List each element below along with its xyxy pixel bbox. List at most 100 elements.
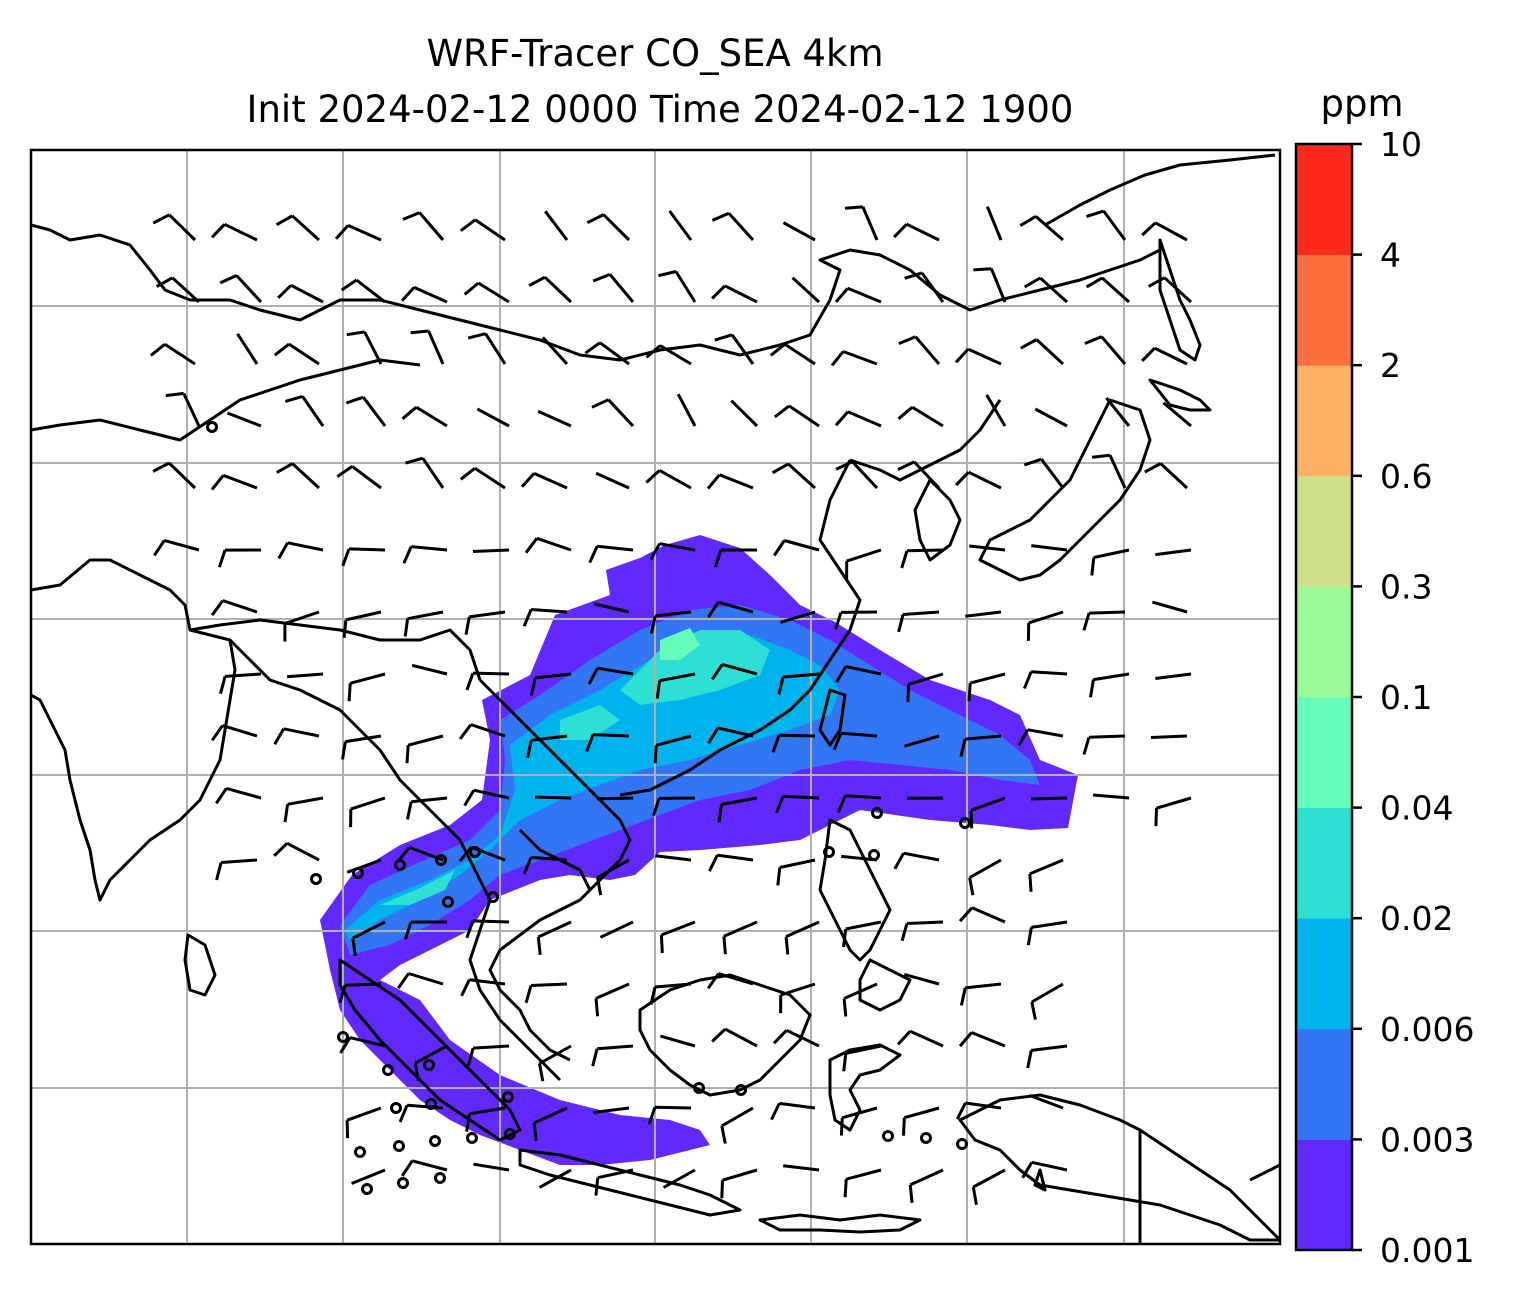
calm-marker	[442, 896, 454, 908]
wind-barb	[351, 920, 386, 957]
wind-barb	[655, 854, 692, 862]
wind-barb	[226, 411, 262, 428]
calm-marker	[882, 1130, 894, 1142]
colorbar: ppm 10 4 2 0.6 0.3 0.1 0.04 0.02 0.006 0.003 0.001	[1294, 82, 1474, 1270]
wind-barb	[401, 1159, 448, 1177]
wind-barb	[834, 610, 878, 630]
wind-barb	[463, 788, 510, 807]
wind-barb	[969, 544, 1006, 552]
wind-barb	[893, 851, 940, 870]
colorbar-bin	[1296, 1139, 1352, 1251]
wind-barb	[830, 350, 878, 367]
wind-barb	[277, 283, 324, 304]
wind-barb	[904, 271, 945, 303]
wind-barb	[1023, 457, 1065, 489]
wind-barb	[594, 1168, 634, 1196]
wind-barb	[276, 462, 321, 490]
wind-barb	[594, 982, 630, 1017]
wind-barb	[341, 734, 382, 760]
wind-barb	[465, 1106, 506, 1132]
calm-marker	[504, 1128, 516, 1140]
wind-barb	[1031, 544, 1068, 552]
wind-barb	[791, 276, 821, 304]
wind-barb	[283, 796, 324, 823]
wind-barb	[714, 333, 755, 365]
wind-barb	[1162, 401, 1192, 428]
wind-barb	[706, 972, 754, 990]
wind-barb	[334, 224, 382, 242]
wind-barb	[472, 548, 510, 553]
wind-barb	[1105, 396, 1131, 427]
wind-barb	[398, 1103, 444, 1123]
wind-barb	[403, 610, 444, 637]
wind-barb	[1019, 215, 1064, 242]
wind-barb	[837, 794, 882, 814]
wind-barb	[1023, 276, 1069, 304]
wind-barb	[649, 610, 692, 634]
colorbar-tick-label: 2	[1380, 346, 1401, 385]
wind-barb	[473, 1162, 510, 1172]
wind-barb	[730, 399, 759, 428]
wind-barb	[219, 672, 262, 695]
wind-barb	[541, 336, 569, 366]
wind-barb	[528, 275, 573, 304]
calm-marker	[393, 1140, 405, 1152]
wind-barb	[1150, 734, 1188, 739]
colorbar-bin	[1296, 144, 1352, 256]
wind-barb	[411, 663, 448, 676]
wind-barb	[783, 1164, 820, 1172]
wind-barb	[1086, 209, 1127, 241]
wind-barb	[1023, 670, 1068, 690]
wind-barb	[403, 920, 448, 940]
wind-barb	[649, 982, 692, 1005]
wind-barb	[779, 982, 816, 1014]
colorbar-tick-label: 4	[1380, 236, 1401, 275]
wind-barb	[524, 982, 568, 1004]
wind-barb	[588, 544, 634, 564]
colorbar-bin	[1296, 586, 1352, 698]
wind-barb	[460, 978, 506, 997]
wind-barb	[893, 222, 940, 242]
wind-barb	[345, 1106, 382, 1139]
wind-barb	[593, 602, 630, 614]
wind-barb	[839, 1106, 878, 1136]
wind-barb	[405, 456, 445, 489]
wind-barb	[1082, 610, 1126, 631]
calm-marker	[871, 807, 883, 819]
map-frame	[29, 148, 1282, 1246]
wind-barb	[1154, 796, 1192, 827]
wind-barb	[349, 796, 386, 828]
wind-barb	[524, 536, 572, 554]
wind-barb	[707, 726, 754, 744]
wind-barb	[842, 920, 882, 948]
wind-barb	[985, 394, 1007, 427]
wind-barb	[532, 1106, 568, 1141]
colorbar-tick-label: 0.006	[1380, 1010, 1474, 1049]
colorbar-bin	[1296, 918, 1352, 1030]
wind-barb	[967, 672, 1006, 702]
wind-barb	[676, 393, 697, 427]
wind-barb	[777, 672, 820, 695]
wind-barb	[593, 1106, 630, 1114]
wind-barb	[900, 920, 944, 942]
calm-marker	[487, 891, 499, 903]
wind-barb	[1144, 462, 1189, 490]
wind-barb	[342, 610, 382, 638]
wind-barb	[410, 329, 445, 365]
wind-barb	[717, 796, 758, 823]
wind-barb	[236, 332, 259, 365]
calm-marker	[868, 849, 880, 861]
wind-barb	[1034, 407, 1068, 428]
wind-barb	[968, 858, 1002, 896]
wind-barb	[1155, 548, 1192, 557]
wind-barb	[534, 795, 572, 800]
wind-barb	[538, 1044, 572, 1082]
wind-barb	[708, 853, 754, 872]
calm-marker	[693, 1082, 705, 1094]
calm-wind-markers	[206, 421, 971, 1195]
wind-barb	[273, 342, 320, 366]
gridlines	[31, 150, 1280, 1244]
wind-barb	[459, 466, 506, 490]
wind-barb	[219, 274, 263, 304]
wind-barb	[773, 539, 820, 557]
